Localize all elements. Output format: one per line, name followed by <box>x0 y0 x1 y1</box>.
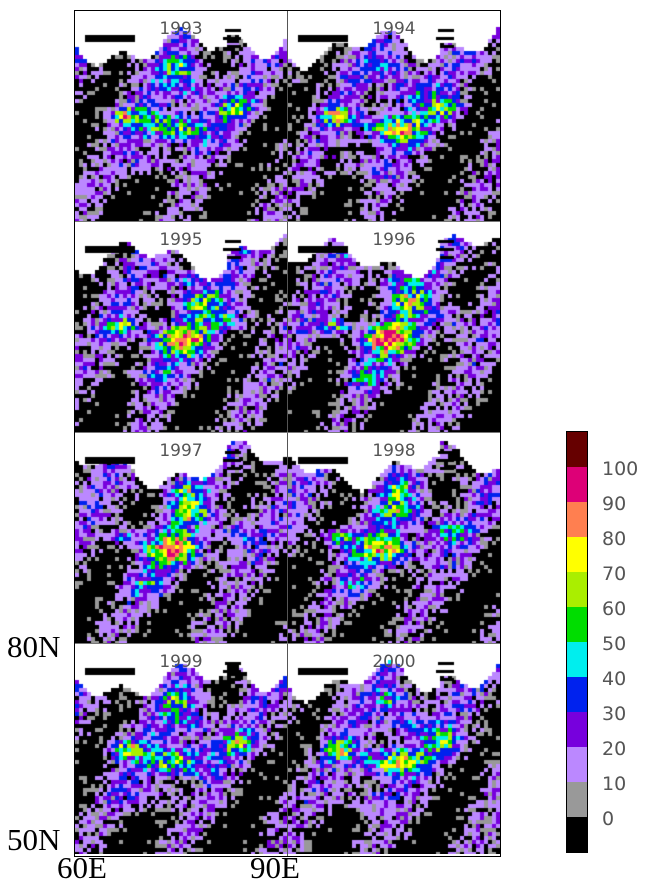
colorbar-segment <box>567 467 587 502</box>
map-panel-2000: 2000 <box>288 644 500 854</box>
colorbar-tick-label: 30 <box>602 703 627 725</box>
colorbar-segment <box>567 537 587 572</box>
map-panel-1995: 1995 <box>75 222 287 432</box>
map-panel-1999: 1999 <box>75 644 287 854</box>
map-panel-1994: 1994 <box>288 11 500 221</box>
longitude-label-right: 90E <box>250 850 300 885</box>
colorbar-tick-label: 60 <box>602 598 627 620</box>
colorbar-segment <box>567 502 587 537</box>
colorbar-tick-label: 20 <box>602 738 627 760</box>
colorbar-segment <box>567 782 587 817</box>
colorbar-tick-label: 80 <box>602 528 627 550</box>
colorbar-segment <box>567 432 587 467</box>
panel-divider-vertical <box>287 11 288 856</box>
map-canvas <box>75 433 287 643</box>
colorbar-segment <box>567 572 587 607</box>
panel-divider-horizontal <box>75 643 500 644</box>
panel-year-label: 1998 <box>372 441 416 461</box>
panel-year-label: 1995 <box>159 230 203 250</box>
map-panel-1993: 1993 <box>75 11 287 221</box>
colorbar-tick-label: 100 <box>602 458 639 480</box>
colorbar-tick-label: 40 <box>602 668 627 690</box>
colorbar-tick-label: 90 <box>602 493 627 515</box>
map-panel-1996: 1996 <box>288 222 500 432</box>
longitude-label-left: 60E <box>57 850 107 885</box>
map-canvas <box>288 11 500 221</box>
panel-year-label: 1994 <box>372 19 416 39</box>
panel-divider-horizontal <box>75 432 500 433</box>
colorbar-tick-label: 50 <box>602 633 627 655</box>
colorbar-segment <box>567 677 587 712</box>
map-canvas <box>288 644 500 854</box>
map-panel-1997: 1997 <box>75 433 287 643</box>
panel-year-label: 1999 <box>159 652 203 672</box>
colorbar-tick-label: 10 <box>602 773 627 795</box>
colorbar-segment <box>567 607 587 642</box>
map-canvas <box>75 11 287 221</box>
colorbar-tick-label: 70 <box>602 563 627 585</box>
panel-year-label: 1997 <box>159 441 203 461</box>
panel-year-label: 1993 <box>159 19 203 39</box>
latitude-label-top: 80N <box>7 629 61 664</box>
colorbar <box>566 431 588 853</box>
map-panel-1998: 1998 <box>288 433 500 643</box>
colorbar-segment <box>567 747 587 782</box>
map-canvas <box>288 433 500 643</box>
map-canvas <box>75 222 287 432</box>
latitude-label-bottom: 50N <box>7 822 61 857</box>
colorbar-segment <box>567 817 587 852</box>
colorbar-segment <box>567 712 587 747</box>
panel-year-label: 2000 <box>372 652 416 672</box>
map-canvas <box>75 644 287 854</box>
panel-divider-horizontal <box>75 221 500 222</box>
map-panel-grid: 1993 1994 1995 1996 1997 1998 1999 2000 <box>74 10 501 857</box>
map-canvas <box>288 222 500 432</box>
panel-year-label: 1996 <box>372 230 416 250</box>
colorbar-segment <box>567 642 587 677</box>
colorbar-tick-label: 0 <box>602 808 615 830</box>
